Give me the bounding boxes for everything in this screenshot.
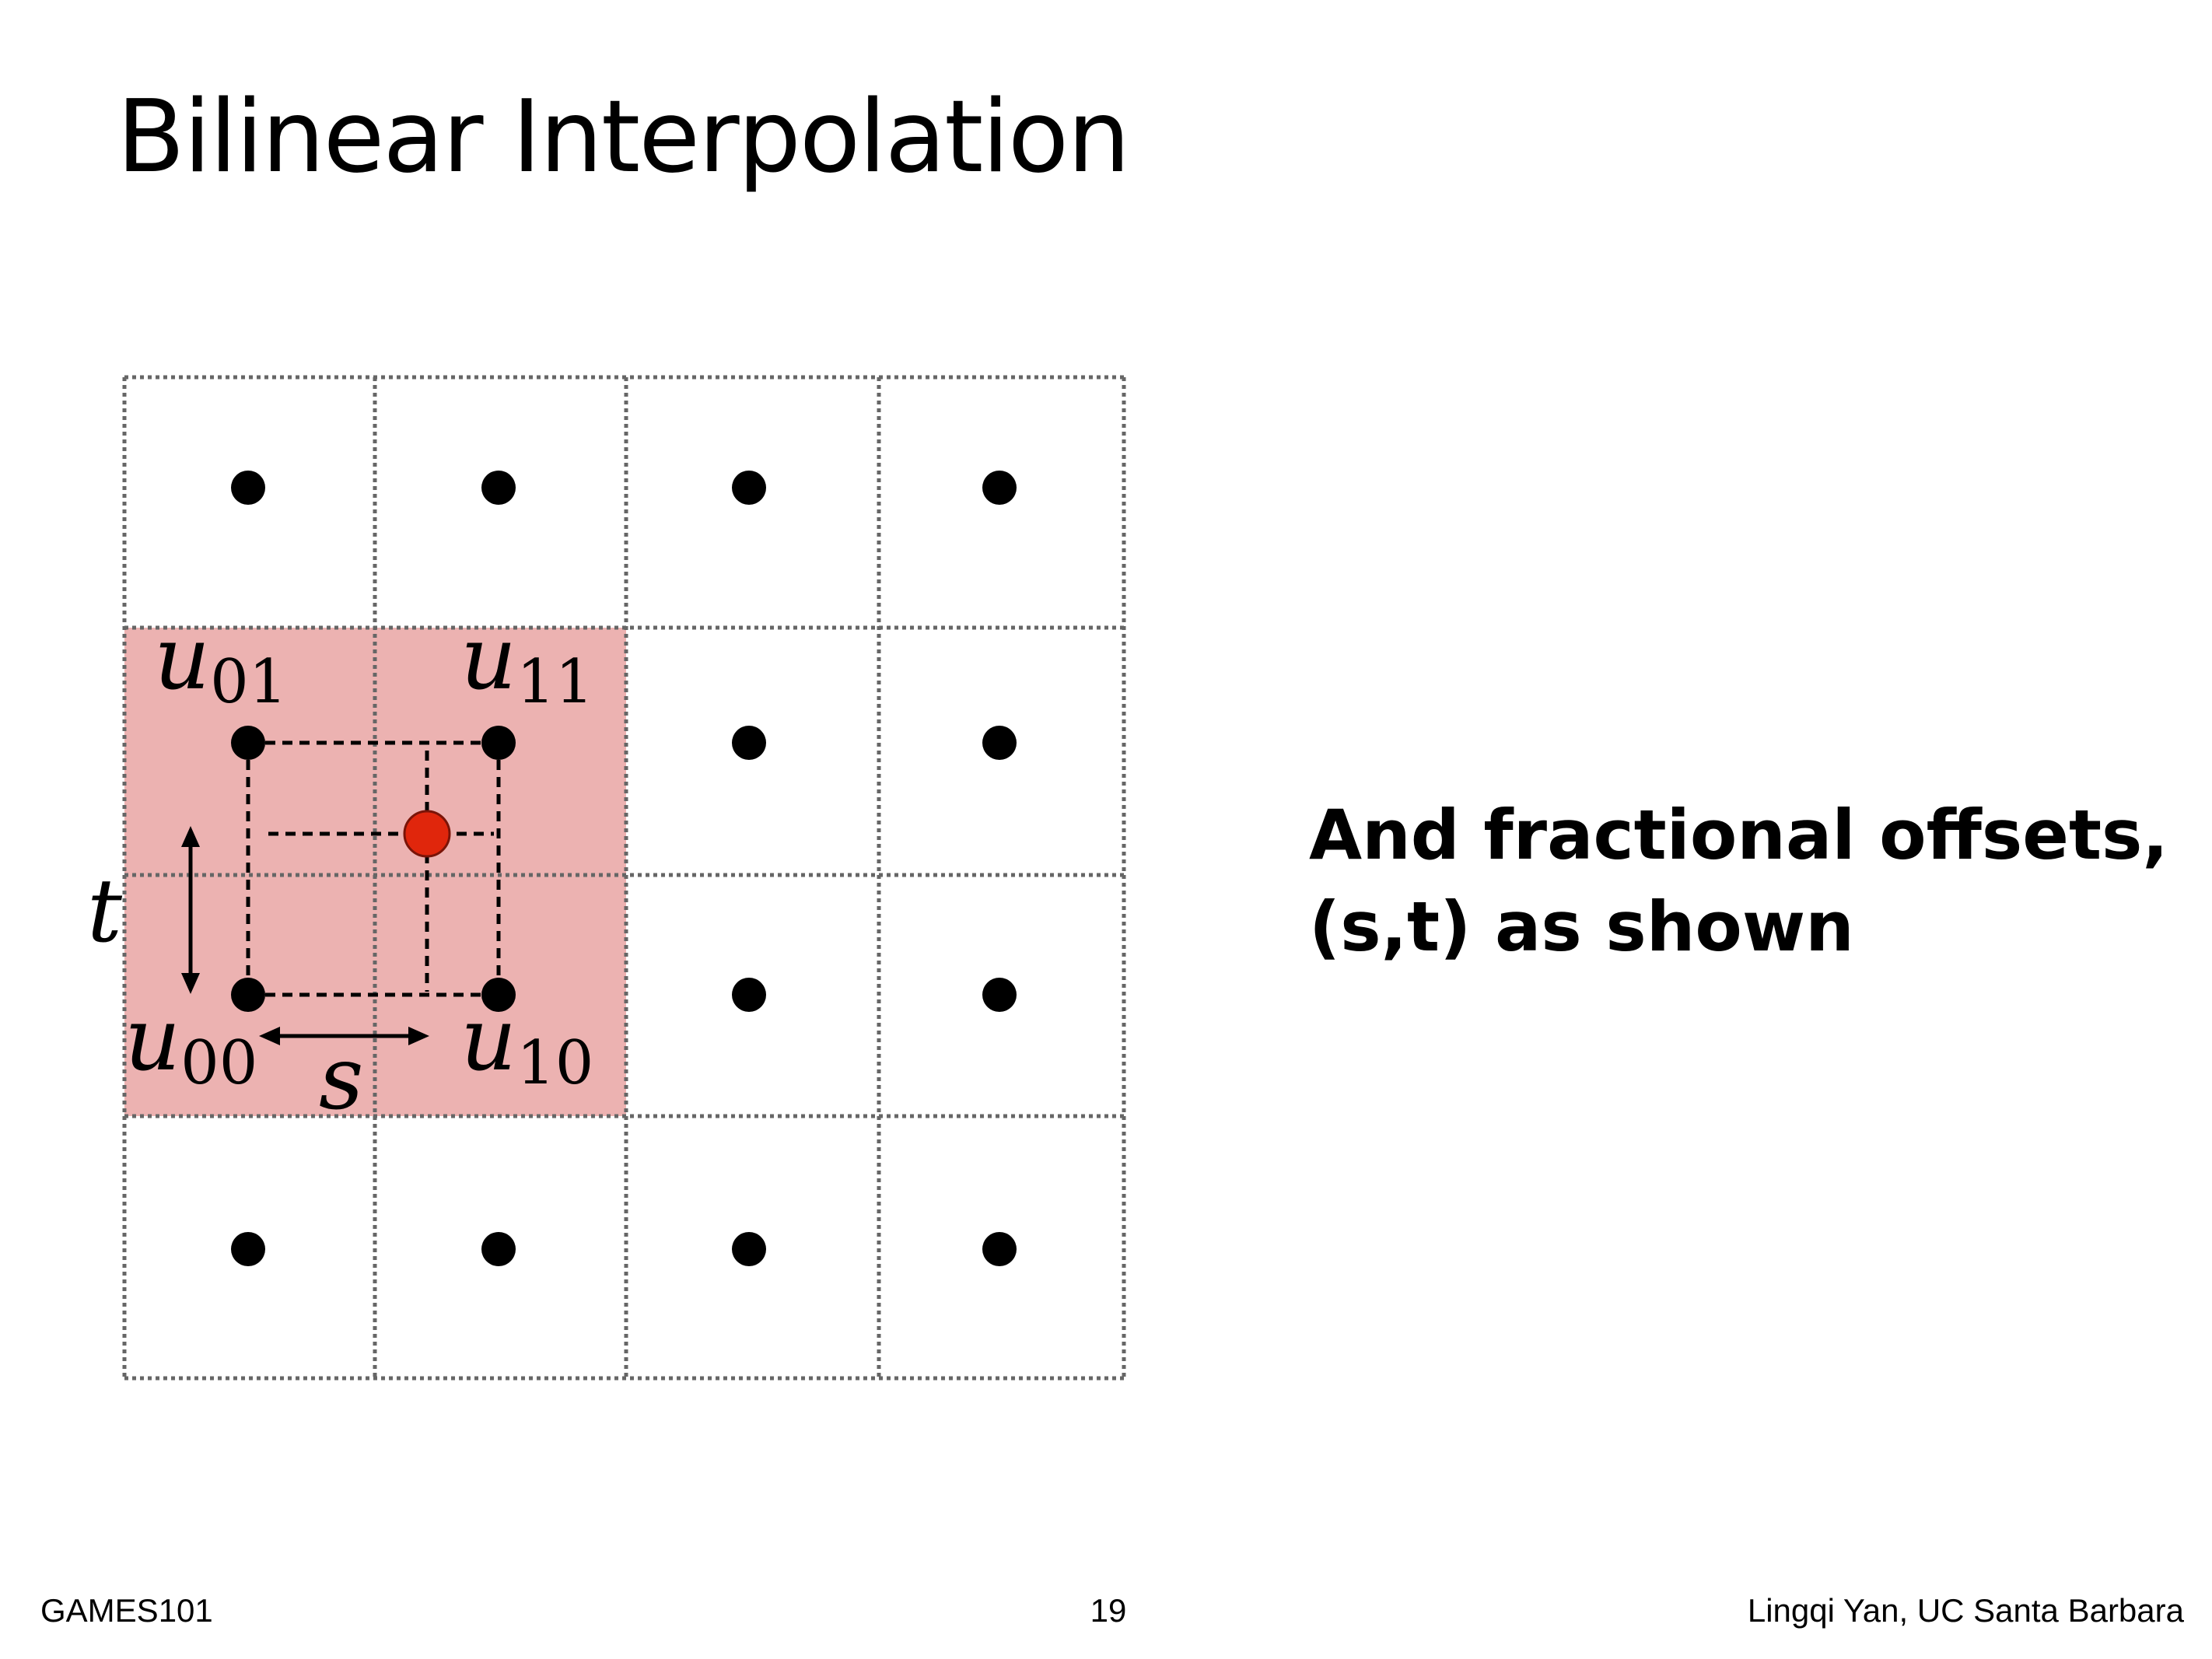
texel-dot-u01 <box>231 726 265 760</box>
texel-dot <box>481 1232 516 1266</box>
texel-dot <box>982 1232 1017 1266</box>
pixel-grid <box>122 375 1126 1381</box>
texel-dot <box>732 471 766 505</box>
texel-dot-u10 <box>481 978 516 1012</box>
footer-author: Lingqi Yan, UC Santa Barbara <box>1747 1592 2184 1629</box>
description-line: And fractional offsets, <box>1309 795 2168 875</box>
description-line: (s,t) as shown <box>1309 887 1854 967</box>
texel-dot <box>732 726 766 760</box>
texel-dot <box>982 471 1017 505</box>
label-u10: u10 <box>460 989 593 1098</box>
page-number: 19 <box>1090 1592 1127 1629</box>
texel-dot <box>982 978 1017 1012</box>
slide-title: Bilinear Interpolation <box>117 79 1130 195</box>
label-u00: u00 <box>124 989 257 1098</box>
label-u01: u01 <box>154 608 287 717</box>
texel-dot <box>231 1232 265 1266</box>
texel-dot <box>231 471 265 505</box>
t-arrow <box>181 826 200 994</box>
label-s: s <box>319 1028 363 1129</box>
label-u11: u11 <box>460 608 593 717</box>
footer-course: GAMES101 <box>40 1592 213 1629</box>
texel-dot-u00 <box>231 978 265 1012</box>
texel-dot <box>982 726 1017 760</box>
texel-dots <box>231 471 1017 1266</box>
texel-dot <box>481 471 516 505</box>
texel-dot-u11 <box>481 726 516 760</box>
s-arrow <box>259 1027 429 1045</box>
label-t: t <box>87 861 123 962</box>
interpolation-lines <box>246 740 501 997</box>
sample-point <box>403 810 451 858</box>
texel-dot <box>732 1232 766 1266</box>
texel-dot <box>732 978 766 1012</box>
offset-description: And fractional offsets, (s,t) as shown <box>1309 789 2168 973</box>
